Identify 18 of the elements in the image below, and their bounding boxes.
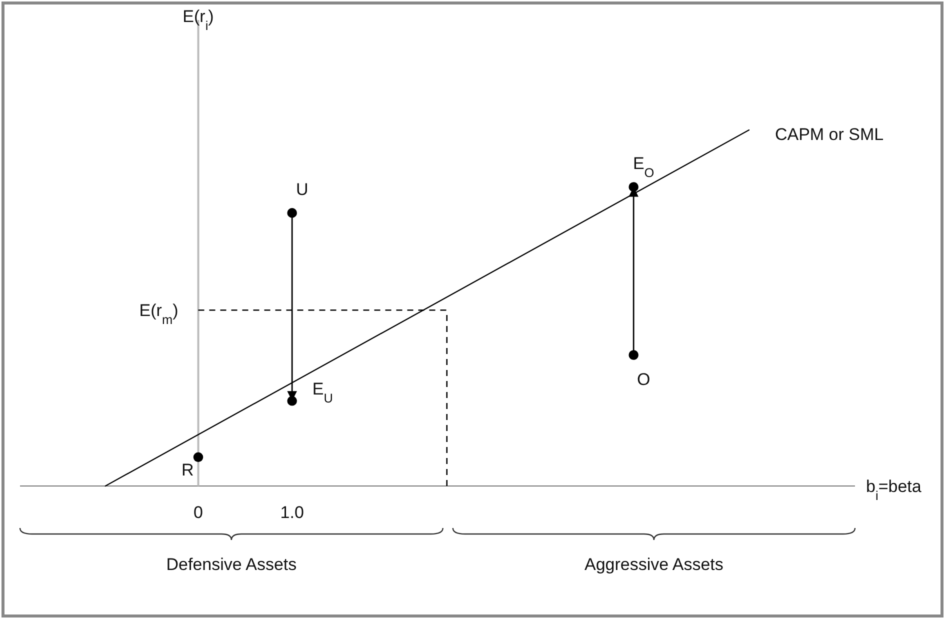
- x-tick-label: 1.0: [280, 503, 304, 522]
- ref-line-label: E(r$_{m}$): [139, 301, 178, 327]
- x-tick-label: 0: [194, 503, 203, 522]
- annotation: R: [182, 460, 194, 480]
- point: [193, 452, 204, 462]
- point: [287, 208, 297, 218]
- x-axis-title: b$_{i}$=beta: [866, 477, 922, 502]
- text: E(r$_{i}$): [182, 7, 214, 32]
- annotation: E$_{U}$: [312, 380, 333, 406]
- text: Aggressive Assets: [584, 555, 724, 574]
- point: [287, 396, 297, 406]
- point: [628, 350, 638, 360]
- annotation: O: [636, 370, 650, 389]
- annotation: U: [296, 180, 308, 199]
- series-label: CAPM or SML: [774, 125, 884, 144]
- text: Defensive Assets: [166, 555, 297, 574]
- point: [628, 182, 638, 192]
- annotation: E$_{O}$: [632, 154, 654, 180]
